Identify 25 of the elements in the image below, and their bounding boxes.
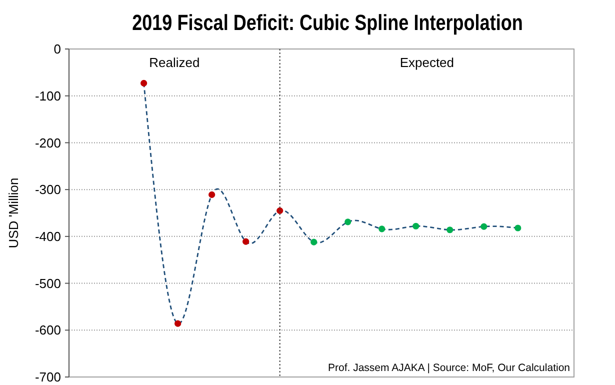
point — [276, 207, 284, 214]
chart-title: 2019 Fiscal Deficit: Cubic Spline Interpolation — [132, 11, 523, 36]
point — [378, 226, 386, 232]
y-tick-label: -700 — [34, 370, 61, 385]
y-tick-label: -600 — [34, 322, 61, 338]
annotation: Realized — [149, 55, 200, 70]
point — [208, 191, 216, 198]
point — [310, 238, 318, 246]
y-tick-label: -100 — [34, 88, 61, 104]
annotation: Expected — [400, 55, 454, 70]
point — [344, 218, 352, 226]
annotation: Prof. Jassem AJAKA | Source: MoF, Our Calculation — [328, 362, 570, 374]
point — [480, 223, 488, 230]
y-axis-title: USD 'Million — [6, 178, 21, 248]
y-tick-label: -300 — [34, 182, 61, 198]
point — [446, 226, 454, 234]
y-tick-label: 0 — [54, 42, 61, 57]
point — [140, 80, 148, 87]
y-tick-label: -200 — [34, 135, 61, 150]
y-tick-label: -400 — [34, 228, 61, 244]
point — [242, 238, 250, 245]
y-tick-label: -500 — [34, 276, 61, 291]
point — [174, 320, 182, 327]
point — [412, 222, 420, 230]
point — [514, 224, 522, 232]
